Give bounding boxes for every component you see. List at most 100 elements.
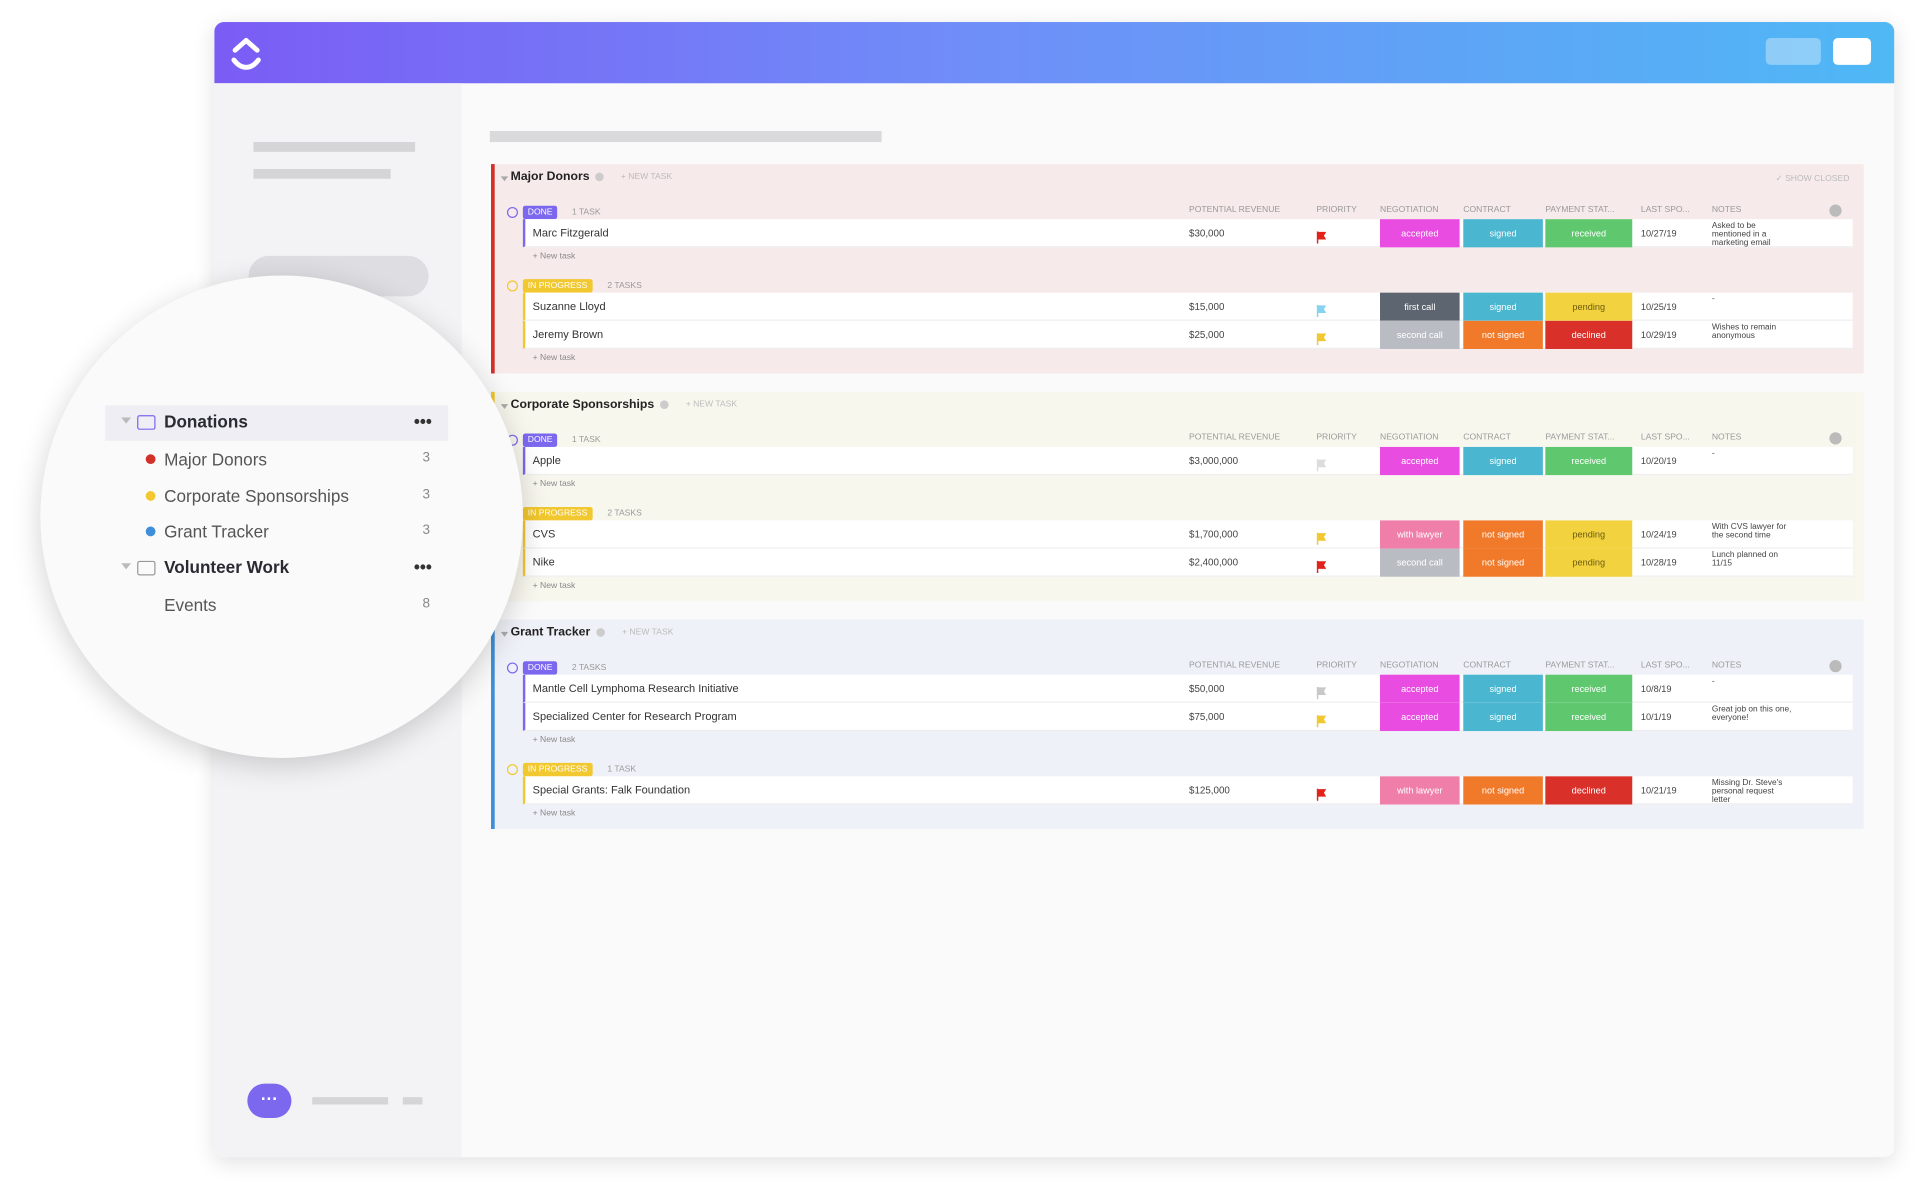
caret	[500, 176, 509, 182]
pill-text: accepted	[1401, 682, 1439, 694]
list-name: Grant Tracker	[164, 521, 269, 542]
column-header: POTENTIAL REVENUE	[1188, 205, 1281, 215]
add-column[interactable]	[1829, 204, 1842, 217]
status-pill	[1545, 520, 1633, 549]
priority-flag	[1316, 528, 1327, 550]
last-date: 10/25/19	[1640, 300, 1677, 312]
logo	[231, 37, 261, 70]
new-task-link[interactable]: + NEW TASK	[622, 628, 674, 637]
list-name: Events	[164, 594, 217, 615]
pill-text: pending	[1572, 300, 1606, 312]
column-header: PAYMENT STAT...	[1545, 205, 1615, 215]
status-pill	[1380, 702, 1460, 732]
task-name: Nike	[532, 555, 555, 568]
revenue: $3,000,000	[1188, 454, 1239, 466]
priority-flag	[1316, 301, 1327, 323]
info-icon	[596, 628, 605, 637]
priority-flag	[1316, 455, 1327, 477]
status-pill	[1380, 219, 1460, 248]
status-pill	[1380, 548, 1460, 577]
list-count: 3	[422, 522, 430, 538]
pill-text: not signed	[1481, 556, 1525, 568]
info-icon	[660, 400, 669, 409]
list-name: Corporate Sponsorships	[164, 485, 349, 506]
priority-flag	[1316, 784, 1327, 806]
notes: -	[1711, 677, 1715, 686]
column-header: CONTRACT	[1463, 661, 1511, 670]
new-task-row[interactable]: + New task	[532, 809, 576, 818]
task-name: Mantle Cell Lymphoma Research Initiative	[532, 681, 739, 694]
column-header: PAYMENT STAT...	[1545, 433, 1615, 443]
caret	[121, 562, 132, 569]
sidebar-zoom: Donations ••• Major Donors 3 Corporate Spons…	[40, 275, 523, 758]
last-date: 10/1/19	[1640, 710, 1672, 722]
new-task-link[interactable]: + NEW TASK	[685, 400, 738, 409]
placeholder	[253, 168, 391, 179]
more-icon: •••	[413, 411, 432, 432]
last-date: 10/28/19	[1640, 556, 1677, 568]
status-badge: IN PROGRESS	[522, 762, 593, 777]
list-count: 3	[422, 486, 430, 502]
list-dot	[145, 454, 156, 465]
revenue: $1,700,000	[1188, 528, 1239, 540]
new-task-row[interactable]: + New task	[532, 581, 576, 591]
status-pill	[1545, 674, 1633, 703]
status-pill	[1545, 702, 1633, 732]
status-circle	[506, 662, 518, 674]
top-button[interactable]	[1833, 37, 1872, 65]
status-circle	[506, 764, 518, 776]
status-pill	[1545, 320, 1633, 349]
list-count: 8	[422, 595, 430, 611]
task-name: Suzanne Lloyd	[532, 299, 606, 312]
folder-name: Volunteer Work	[164, 556, 290, 577]
task-name: CVS	[532, 527, 556, 540]
status-pill	[1380, 674, 1460, 703]
new-task-link[interactable]: + NEW TASK	[620, 172, 673, 182]
revenue: $50,000	[1188, 682, 1225, 694]
pill-text: declined	[1571, 784, 1606, 796]
new-task-row[interactable]: + New task	[532, 252, 576, 261]
add-column[interactable]	[1829, 660, 1842, 673]
notes: Missing Dr. Steve's personal request let…	[1711, 778, 1783, 805]
chat-button[interactable]: ···	[247, 1083, 292, 1118]
new-task-row[interactable]: + New task	[532, 480, 576, 489]
notes: Lunch planned on 11/15	[1711, 551, 1779, 569]
status-pill	[1463, 702, 1543, 732]
status-pill	[1545, 219, 1633, 248]
more-icon: •••	[413, 556, 432, 577]
priority-flag	[1316, 711, 1327, 733]
pill-text: pending	[1572, 556, 1606, 568]
new-task-row[interactable]: + New task	[532, 353, 576, 363]
status-pill	[1380, 776, 1460, 805]
pill-text: with lawyer	[1397, 784, 1443, 796]
revenue: $25,000	[1188, 328, 1225, 340]
priority-flag	[1316, 329, 1327, 351]
add-column[interactable]	[1829, 432, 1842, 445]
pill-text: first call	[1404, 300, 1436, 312]
status-circle	[506, 280, 518, 292]
new-task-row[interactable]: + New task	[532, 735, 576, 745]
folder-icon	[137, 560, 156, 575]
status-pill	[1463, 520, 1543, 549]
top-button[interactable]	[1765, 37, 1821, 65]
pill-text: second call	[1396, 328, 1443, 340]
list-dot	[145, 490, 156, 501]
task-count: 1 TASK	[571, 435, 601, 445]
show-closed[interactable]: ✓ SHOW CLOSED	[1775, 175, 1850, 184]
task-count: 1 TASK	[607, 765, 637, 774]
last-date: 10/8/19	[1640, 682, 1672, 694]
group-name: Major Donors	[510, 170, 590, 184]
status-pill	[1463, 219, 1543, 248]
column-header: LAST SPO...	[1640, 661, 1690, 670]
status-pill	[1463, 320, 1543, 349]
pill-text: received	[1571, 710, 1607, 722]
status-circle	[506, 206, 518, 218]
task-name: Apple	[532, 453, 561, 466]
revenue: $30,000	[1188, 227, 1225, 239]
column-header: POTENTIAL REVENUE	[1188, 433, 1281, 443]
priority-flag	[1316, 557, 1327, 579]
pill-text: signed	[1489, 300, 1517, 312]
column-header: NOTES	[1711, 661, 1742, 670]
pill-text: not signed	[1481, 784, 1525, 796]
